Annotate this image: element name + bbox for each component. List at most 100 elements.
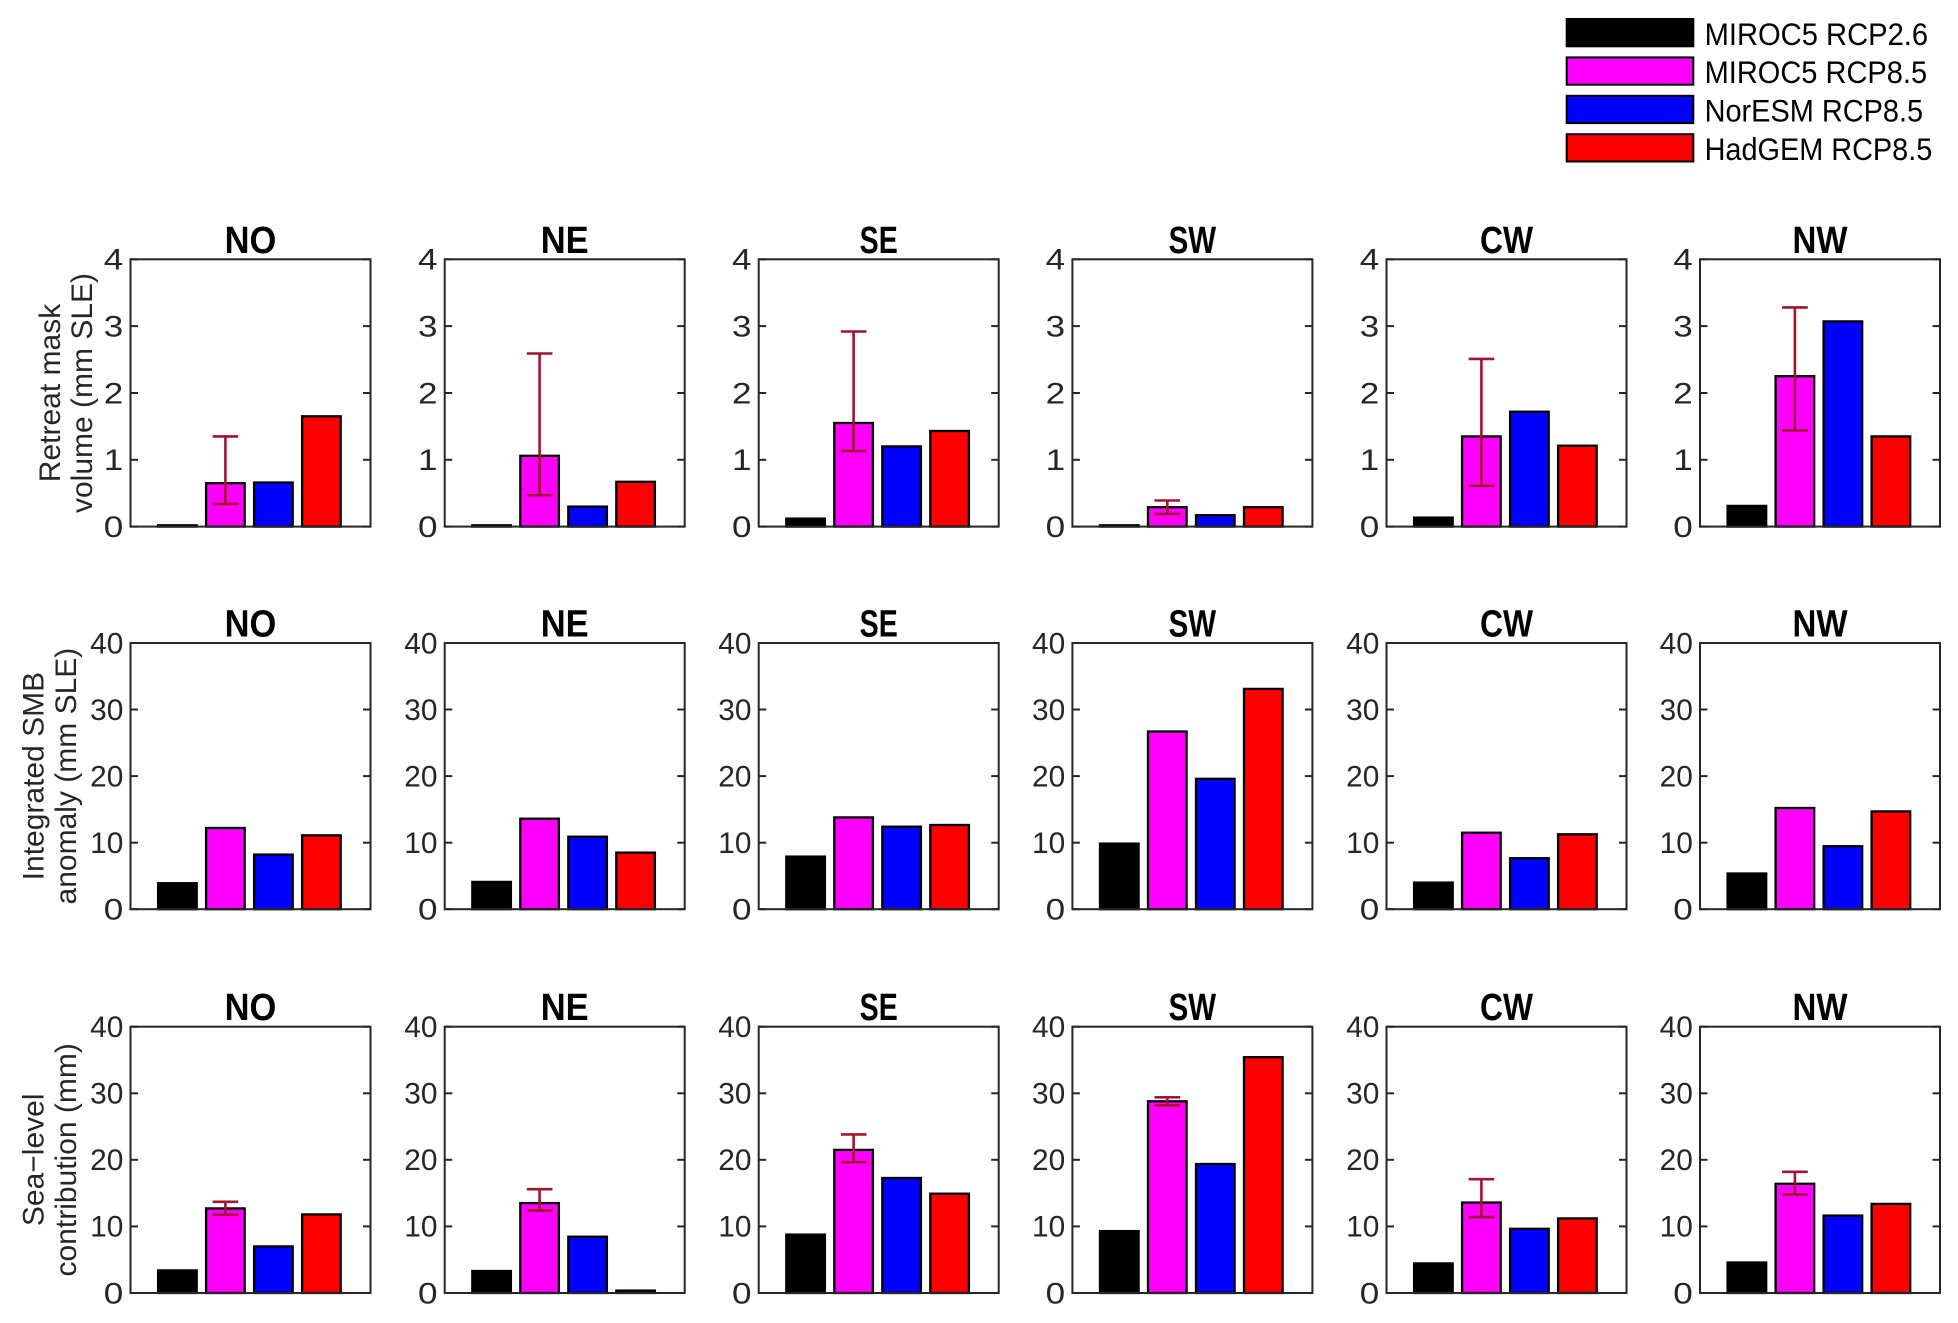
svg-text:4: 4	[104, 244, 124, 277]
svg-text:40: 40	[718, 1011, 751, 1044]
svg-text:0: 0	[1046, 1277, 1066, 1310]
svg-text:0: 0	[732, 511, 752, 544]
svg-text:MIROC5 RCP2.6: MIROC5 RCP2.6	[1705, 16, 1929, 52]
svg-text:NE: NE	[541, 604, 589, 646]
svg-text:0: 0	[418, 894, 438, 927]
svg-text:20: 20	[1032, 1144, 1065, 1177]
svg-text:3: 3	[732, 310, 752, 343]
svg-text:NE: NE	[541, 987, 589, 1029]
svg-text:20: 20	[404, 760, 437, 793]
svg-text:10: 10	[718, 1211, 751, 1244]
svg-text:30: 30	[90, 694, 123, 727]
svg-text:anomaly (mm SLE): anomaly (mm SLE)	[50, 648, 83, 905]
svg-text:contribution (mm): contribution (mm)	[50, 1043, 83, 1276]
svg-text:20: 20	[1032, 760, 1065, 793]
svg-text:1: 1	[732, 444, 752, 477]
svg-text:0: 0	[418, 1277, 438, 1310]
svg-text:40: 40	[1660, 627, 1693, 660]
svg-text:30: 30	[718, 694, 751, 727]
svg-text:20: 20	[1660, 760, 1693, 793]
svg-text:NW: NW	[1793, 987, 1848, 1029]
svg-text:30: 30	[1032, 1078, 1065, 1111]
svg-text:SW: SW	[1169, 987, 1217, 1029]
svg-text:3: 3	[418, 310, 438, 343]
svg-text:30: 30	[404, 1078, 437, 1111]
svg-text:1: 1	[104, 444, 124, 477]
svg-text:4: 4	[1673, 244, 1693, 277]
svg-text:10: 10	[1346, 1211, 1379, 1244]
svg-text:20: 20	[718, 760, 751, 793]
svg-text:40: 40	[718, 627, 751, 660]
svg-text:10: 10	[1346, 827, 1379, 860]
svg-text:20: 20	[90, 1144, 123, 1177]
svg-text:0: 0	[418, 511, 438, 544]
svg-text:30: 30	[718, 1078, 751, 1111]
svg-text:40: 40	[1032, 1011, 1065, 1044]
svg-text:NorESM RCP8.5: NorESM RCP8.5	[1705, 93, 1924, 129]
svg-text:1: 1	[418, 444, 438, 477]
svg-text:10: 10	[718, 827, 751, 860]
svg-text:10: 10	[404, 1211, 437, 1244]
svg-text:0: 0	[1360, 894, 1380, 927]
svg-text:2: 2	[1046, 377, 1066, 410]
svg-text:0: 0	[1360, 511, 1380, 544]
svg-text:0: 0	[732, 1277, 752, 1310]
svg-text:SE: SE	[860, 987, 898, 1029]
svg-text:MIROC5 RCP8.5: MIROC5 RCP8.5	[1705, 54, 1928, 90]
svg-text:0: 0	[1673, 511, 1693, 544]
svg-text:10: 10	[90, 1211, 123, 1244]
svg-text:0: 0	[1673, 894, 1693, 927]
svg-text:40: 40	[404, 1011, 437, 1044]
svg-text:0: 0	[1046, 511, 1066, 544]
svg-text:NW: NW	[1793, 604, 1848, 646]
svg-text:10: 10	[90, 827, 123, 860]
svg-text:10: 10	[1660, 827, 1693, 860]
svg-text:20: 20	[718, 1144, 751, 1177]
svg-text:40: 40	[1346, 627, 1379, 660]
svg-text:HadGEM RCP8.5: HadGEM RCP8.5	[1705, 131, 1933, 167]
svg-text:2: 2	[418, 377, 438, 410]
svg-text:10: 10	[1660, 1211, 1693, 1244]
svg-text:0: 0	[1673, 1277, 1693, 1310]
svg-text:CW: CW	[1480, 604, 1533, 646]
svg-text:4: 4	[732, 244, 752, 277]
svg-text:1: 1	[1360, 444, 1380, 477]
svg-text:2: 2	[1360, 377, 1380, 410]
svg-text:3: 3	[104, 310, 124, 343]
svg-text:NW: NW	[1793, 220, 1848, 262]
svg-text:NO: NO	[225, 987, 277, 1029]
svg-text:0: 0	[104, 894, 124, 927]
svg-text:30: 30	[1660, 694, 1693, 727]
svg-text:40: 40	[90, 1011, 123, 1044]
svg-text:NO: NO	[225, 604, 277, 646]
svg-text:0: 0	[732, 894, 752, 927]
svg-text:30: 30	[90, 1078, 123, 1111]
svg-text:1: 1	[1046, 444, 1066, 477]
svg-text:2: 2	[104, 377, 124, 410]
svg-text:volume (mm SLE): volume (mm SLE)	[66, 273, 99, 513]
svg-text:3: 3	[1360, 310, 1380, 343]
svg-text:2: 2	[732, 377, 752, 410]
svg-text:4: 4	[1046, 244, 1066, 277]
svg-text:10: 10	[1032, 827, 1065, 860]
svg-text:30: 30	[404, 694, 437, 727]
svg-text:0: 0	[1360, 1277, 1380, 1310]
svg-text:40: 40	[1346, 1011, 1379, 1044]
svg-text:10: 10	[1032, 1211, 1065, 1244]
svg-text:0: 0	[104, 1277, 124, 1310]
svg-text:NE: NE	[541, 220, 589, 262]
svg-text:CW: CW	[1480, 220, 1533, 262]
svg-text:1: 1	[1673, 444, 1693, 477]
svg-text:20: 20	[1346, 1144, 1379, 1177]
svg-text:20: 20	[90, 760, 123, 793]
svg-text:Sea−level: Sea−level	[18, 1093, 51, 1226]
svg-text:2: 2	[1673, 377, 1693, 410]
svg-text:40: 40	[404, 627, 437, 660]
svg-text:Retreat mask: Retreat mask	[34, 303, 67, 482]
svg-text:SE: SE	[860, 220, 898, 262]
svg-text:30: 30	[1346, 694, 1379, 727]
svg-text:SW: SW	[1169, 220, 1217, 262]
svg-text:40: 40	[1032, 627, 1065, 660]
svg-text:Integrated SMB: Integrated SMB	[18, 672, 51, 880]
svg-text:0: 0	[1046, 894, 1066, 927]
